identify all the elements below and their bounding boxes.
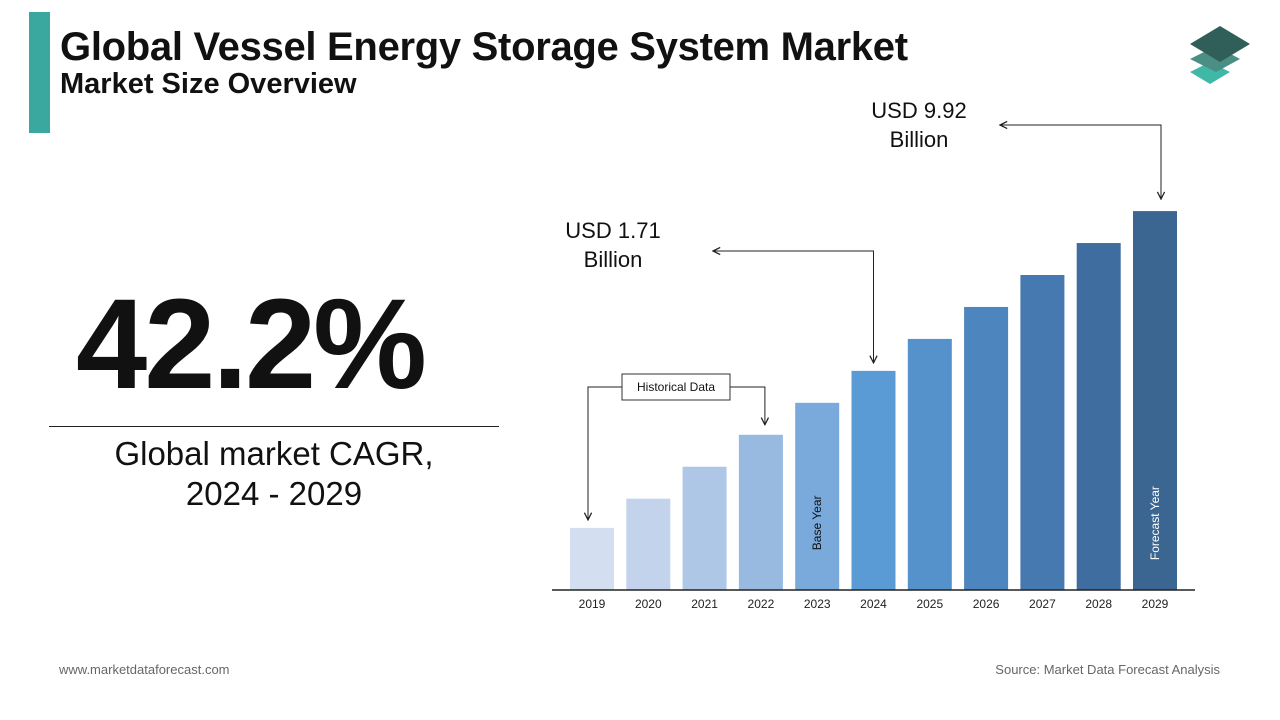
cagr-caption-line1: Global market CAGR, [114, 435, 434, 472]
x-tick-2019: 2019 [579, 597, 606, 611]
x-tick-2026: 2026 [973, 597, 1000, 611]
cagr-caption: Global market CAGR, 2024 - 2029 [49, 434, 499, 514]
historical-arrow-right [730, 386, 765, 425]
bar-2028 [1076, 243, 1121, 591]
page-subtitle: Market Size Overview [60, 68, 357, 100]
historical-data-box [621, 373, 731, 401]
kpi-divider [49, 426, 499, 427]
end-value-arrow [1000, 125, 1161, 199]
market-size-bar-chart: 2019 2020 2021 2022 2023 2024 2025 2026 2027 2028… [552, 98, 1195, 611]
chart-bars [570, 211, 1177, 591]
bar-2026 [964, 306, 1009, 590]
end-value-line1: USD 9.92 [871, 98, 966, 123]
brand-logo-icon [1190, 26, 1250, 84]
logo-layer-top [1190, 26, 1250, 62]
bar-2022 [738, 434, 783, 590]
x-tick-2028: 2028 [1085, 597, 1112, 611]
chart-annotations: Base Year Forecast Year Historical Data USD… [565, 98, 1162, 560]
x-tick-2029: 2029 [1142, 597, 1169, 611]
bar-2024 [851, 370, 896, 590]
page-title: Global Vessel Energy Storage System Mark… [60, 25, 908, 69]
x-tick-2027: 2027 [1029, 597, 1056, 611]
start-value-arrow [713, 251, 874, 363]
base-year-label: Base Year [810, 495, 824, 550]
forecast-year-label: Forecast Year [1148, 486, 1162, 560]
end-value-line2: Billion [890, 127, 949, 152]
bar-2020 [626, 498, 671, 590]
x-tick-2020: 2020 [635, 597, 662, 611]
cagr-value: 42.2% [76, 273, 427, 416]
bar-2025 [907, 338, 952, 590]
footer-source: Source: Market Data Forecast Analysis [995, 662, 1220, 677]
historical-arrow-left [588, 386, 622, 520]
historical-data-label: Historical Data [637, 380, 715, 394]
bar-2021 [682, 466, 727, 590]
bar-2023 [795, 402, 840, 590]
footer-website: www.marketdataforecast.com [59, 662, 230, 677]
chart-x-tick-labels: 2019 2020 2021 2022 2023 2024 2025 2026 2027 2028… [579, 597, 1169, 611]
x-tick-2021: 2021 [691, 597, 718, 611]
title-accent-bar [29, 12, 50, 133]
bar-2019 [570, 527, 614, 590]
start-value-line1: USD 1.71 [565, 218, 660, 243]
start-value-line2: Billion [584, 247, 643, 272]
cagr-caption-line2: 2024 - 2029 [185, 475, 363, 512]
bar-2027 [1020, 275, 1065, 590]
x-tick-2023: 2023 [804, 597, 831, 611]
bar-2029 [1133, 211, 1177, 590]
x-tick-2022: 2022 [748, 597, 775, 611]
x-tick-2025: 2025 [916, 597, 943, 611]
x-tick-2024: 2024 [860, 597, 887, 611]
